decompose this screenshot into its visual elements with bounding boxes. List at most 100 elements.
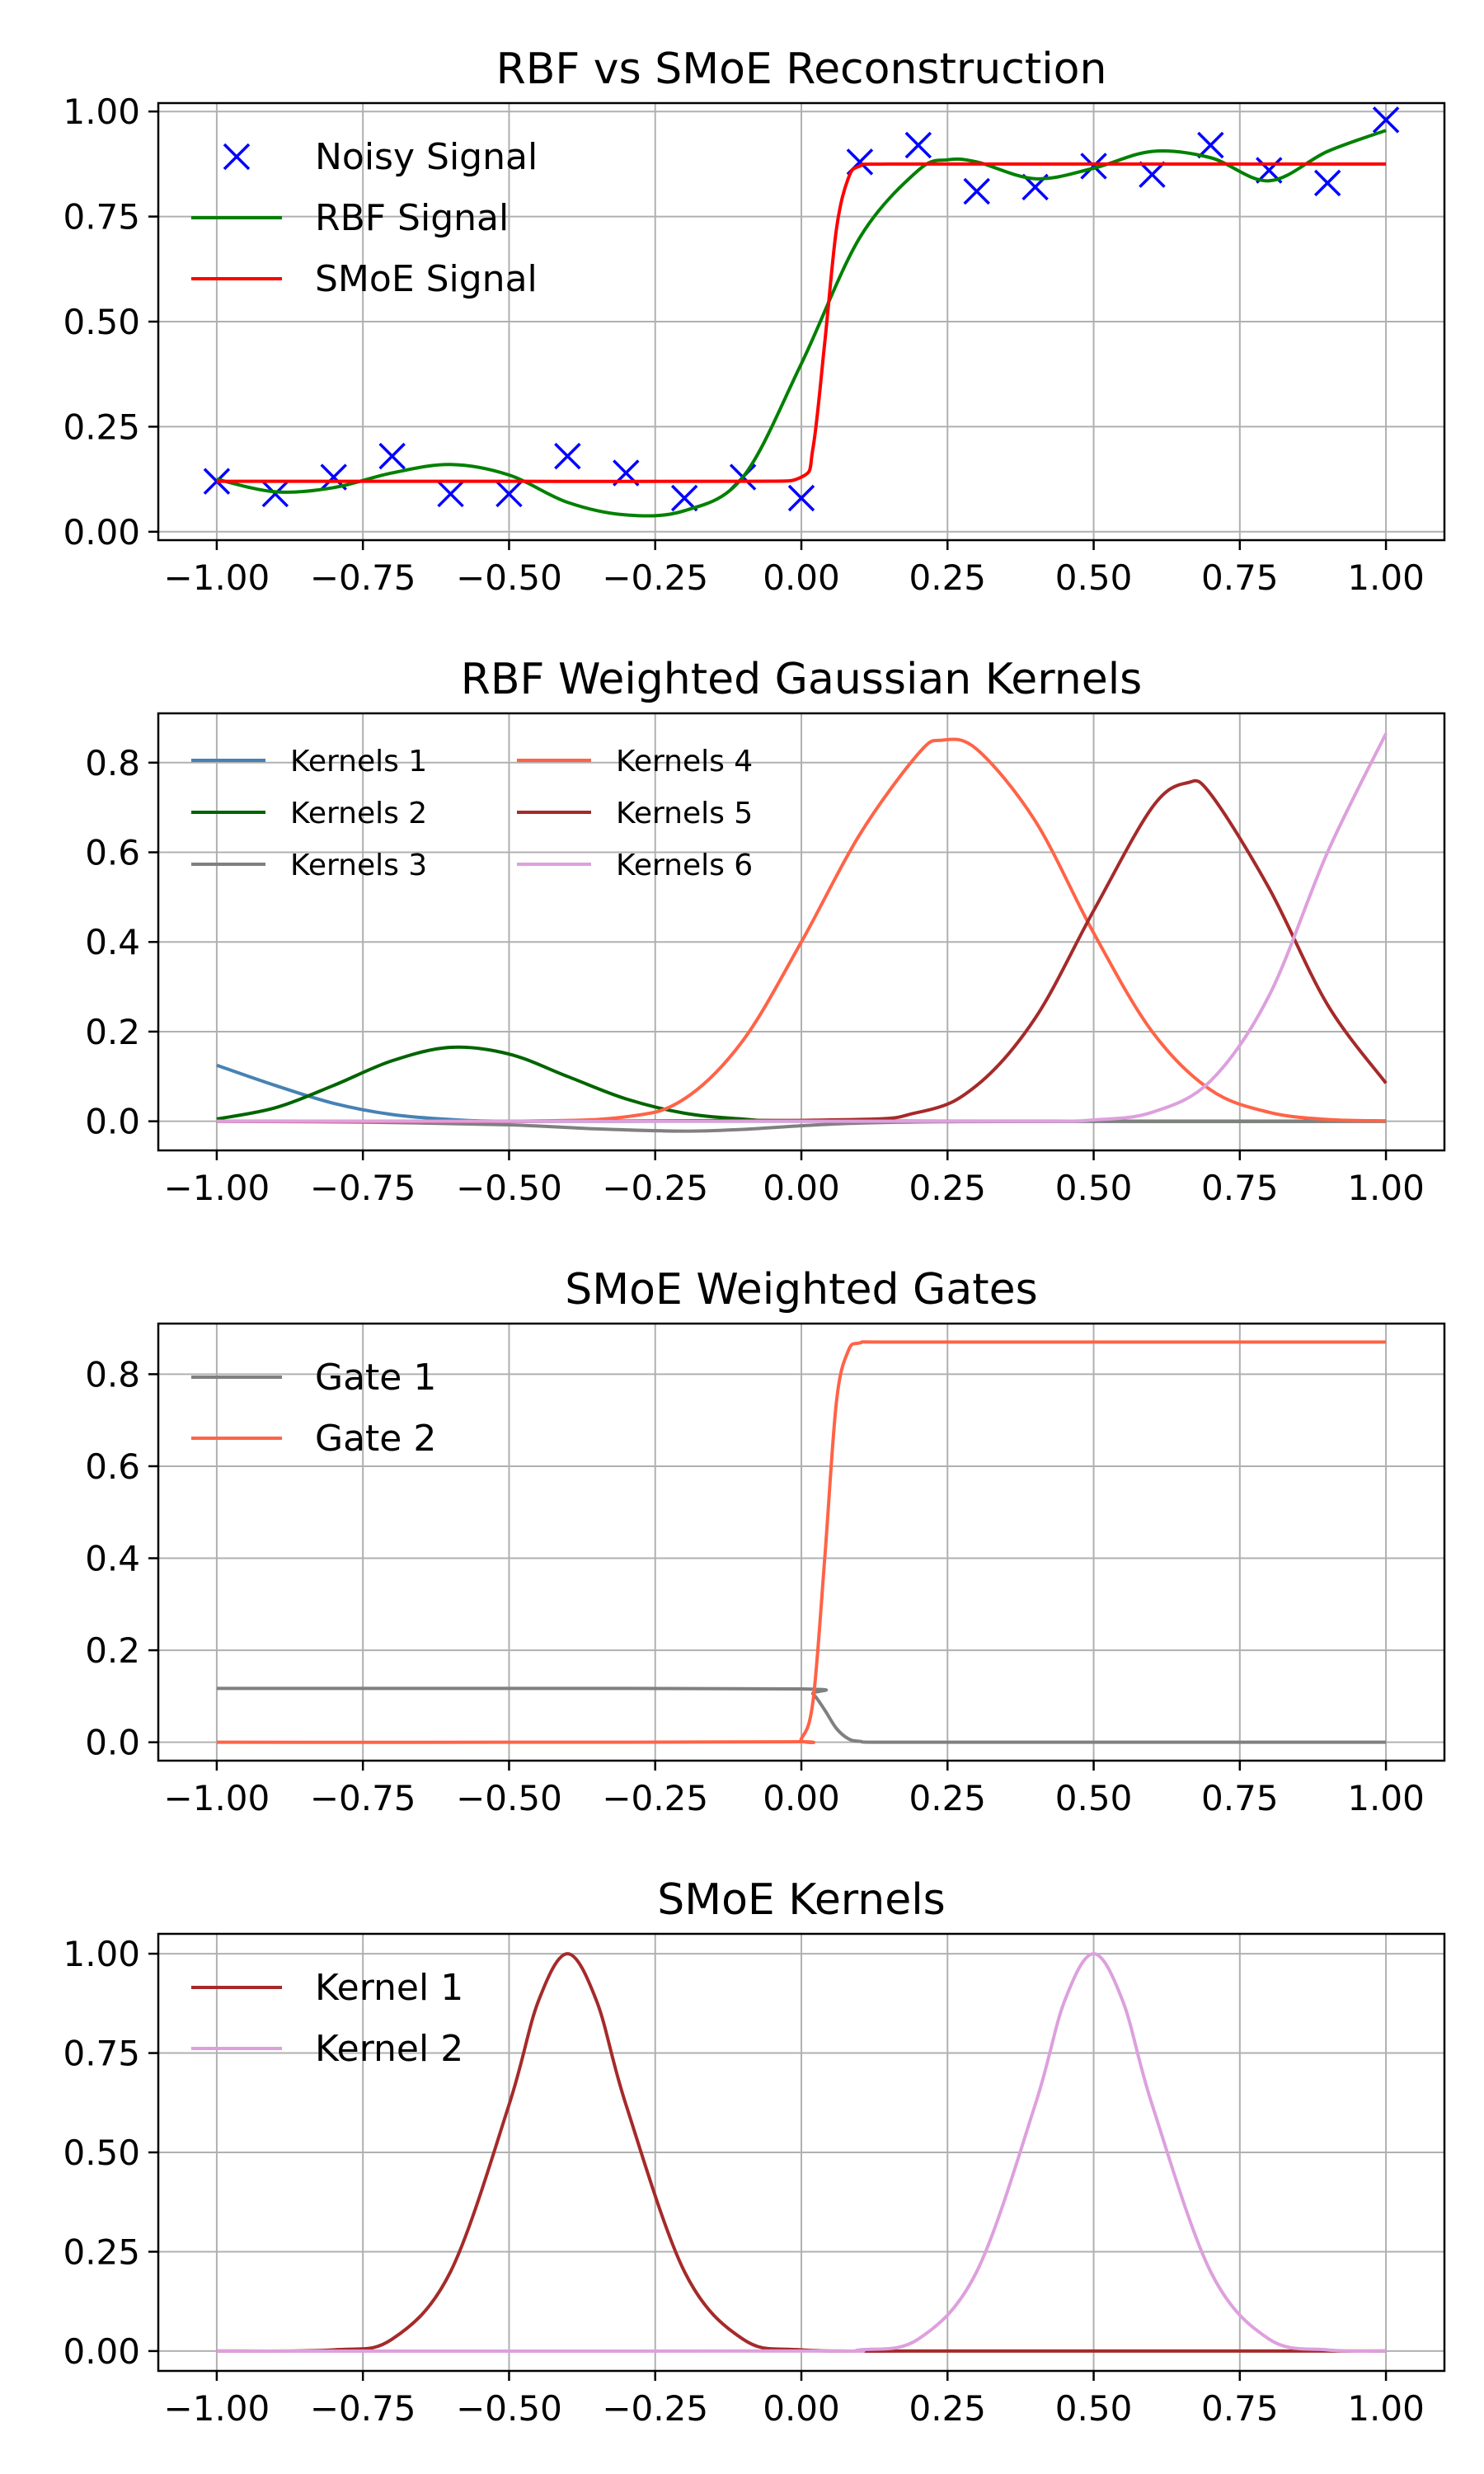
y-tick-label: 0.00 [63, 2331, 140, 2372]
x-tick-label: −0.75 [310, 1168, 416, 1208]
series-line [216, 1952, 1387, 2354]
y-tick-label: 0.75 [63, 197, 140, 238]
data-point-marker [787, 484, 815, 512]
y-tick-label: 0.00 [63, 512, 140, 553]
x-tick-label: 0.50 [1055, 557, 1133, 598]
data-point-marker [1372, 106, 1400, 134]
x-tick-label: 0.00 [763, 557, 840, 598]
series-group [216, 1340, 1387, 1745]
legend-label: Kernels 3 [290, 849, 427, 882]
x-tick-label: 0.75 [1201, 1168, 1279, 1208]
series-line [216, 162, 1387, 484]
y-tick-label: 0.50 [63, 302, 140, 342]
legend-label: Kernel 1 [315, 1967, 463, 2009]
y-tick-label: 0.0 [85, 1102, 140, 1142]
x-tick-label: 0.00 [763, 2388, 840, 2429]
legend-label: Noisy Signal [315, 136, 538, 178]
x-tick-label: 0.25 [909, 2388, 987, 2429]
legend-label: Gate 1 [315, 1357, 436, 1399]
data-point-marker [1197, 131, 1224, 159]
y-tick-label: 1.00 [63, 92, 140, 132]
chart-4: SMoE Kernels −1.00 −0.75 −0.50 −0.25 0.00 0.25… [63, 1875, 1446, 2429]
y-tick-label: 0.4 [85, 922, 140, 962]
x-tick-label: 0.00 [763, 1168, 840, 1208]
series-line [216, 1686, 1387, 1744]
x-tick-label: −0.25 [602, 2388, 708, 2429]
data-point-marker [1139, 161, 1166, 188]
y-tick-label: 0.75 [63, 2034, 140, 2074]
data-point-marker [1313, 169, 1341, 197]
legend-label: RBF Signal [315, 197, 509, 239]
legend-label: Kernels 2 [290, 797, 427, 830]
x-tick-label: 0.25 [909, 557, 987, 598]
x-tick-label: −0.50 [456, 2388, 562, 2429]
x-tick-label: −1.00 [164, 1168, 270, 1208]
series-line [216, 732, 1388, 1123]
y-tick-label: 0.6 [85, 1446, 140, 1487]
x-tick-label: 0.75 [1201, 557, 1279, 598]
y-tick-label: 0.0 [85, 1723, 140, 1763]
x-tick-label: −0.25 [602, 1168, 708, 1208]
y-tick-label: 0.50 [63, 2133, 140, 2173]
legend-label: SMoE Signal [315, 258, 538, 300]
x-tick-label: 0.50 [1055, 1778, 1133, 1818]
y-tick-label: 0.2 [85, 1012, 140, 1052]
x-tick-label: −1.00 [164, 1778, 270, 1818]
x-tick-label: −1.00 [164, 2388, 270, 2429]
data-point-marker [904, 131, 932, 159]
legend-label: Kernels 4 [616, 745, 753, 778]
y-tick-label: 1.00 [63, 1934, 140, 1974]
legend-label: Kernels 5 [616, 797, 753, 830]
legend: Noisy Signal RBF Signal SMoE Signal [191, 136, 538, 300]
x-tick-label: 0.50 [1055, 2388, 1133, 2429]
chart-title: SMoE Weighted Gates [565, 1265, 1037, 1315]
chart-title: SMoE Kernels [657, 1875, 946, 1925]
data-point-marker [495, 480, 523, 508]
y-tick-label: 0.4 [85, 1539, 140, 1579]
series-line [216, 129, 1387, 518]
x-tick-label: −0.50 [456, 1778, 562, 1818]
data-point-marker [437, 480, 464, 508]
x-tick-label: −0.50 [456, 1168, 562, 1208]
legend: Gate 1 Gate 2 [191, 1357, 436, 1460]
y-tick-label: 0.25 [63, 2232, 140, 2272]
x-tick-label: 0.75 [1201, 2388, 1279, 2429]
data-point-marker [670, 484, 698, 512]
chart-title: RBF vs SMoE Reconstruction [496, 45, 1107, 94]
x-tick-label: −0.50 [456, 557, 562, 598]
x-tick-label: 0.75 [1201, 1778, 1279, 1818]
chart-2: RBF Weighted Gaussian Kernels−1.00 −0.75−… [85, 655, 1446, 1208]
chart-1: RBF vs SMoE Reconstruction −1.00 −0.75 −0.5… [63, 45, 1446, 598]
x-tick-label: 1.00 [1347, 1168, 1425, 1208]
x-tick-label: −0.25 [602, 1778, 708, 1818]
series-group [216, 1952, 1387, 2354]
series-group [203, 106, 1400, 518]
data-point-marker [203, 468, 231, 495]
x-tick-label: 0.25 [909, 1168, 987, 1208]
x-tick-label: −0.25 [602, 557, 708, 598]
data-point-marker [963, 177, 990, 205]
x-tick-label: −1.00 [164, 557, 270, 598]
y-tick-label: 0.25 [63, 407, 140, 447]
data-point-marker [1080, 153, 1107, 180]
x-tick-label: 0.00 [763, 1778, 840, 1818]
legend: Kernel 1 Kernel 2 [191, 1967, 463, 2070]
chart-3: SMoE Weighted Gates −1.00 −0.75 −0.50 −0.25 0… [85, 1265, 1446, 1818]
y-tick-label: 0.2 [85, 1630, 140, 1671]
x-tick-label: −0.75 [310, 1778, 416, 1818]
x-tick-label: 1.00 [1347, 2388, 1425, 2429]
chart-title: RBF Weighted Gaussian Kernels [461, 655, 1143, 704]
legend-label: Kernels 1 [290, 745, 427, 778]
y-tick-label: 0.6 [85, 833, 140, 873]
x-tick-label: −0.75 [310, 557, 416, 598]
y-tick-label: 0.8 [85, 743, 140, 783]
legend-label: Kernels 6 [616, 849, 753, 882]
y-tick-label: 0.8 [85, 1354, 140, 1395]
series-line [216, 1952, 1387, 2354]
legend-label: Gate 2 [315, 1418, 436, 1460]
x-tick-label: 1.00 [1347, 557, 1425, 598]
data-point-marker [378, 442, 406, 470]
x-tick-label: 0.50 [1055, 1168, 1133, 1208]
legend-marker [223, 143, 251, 171]
